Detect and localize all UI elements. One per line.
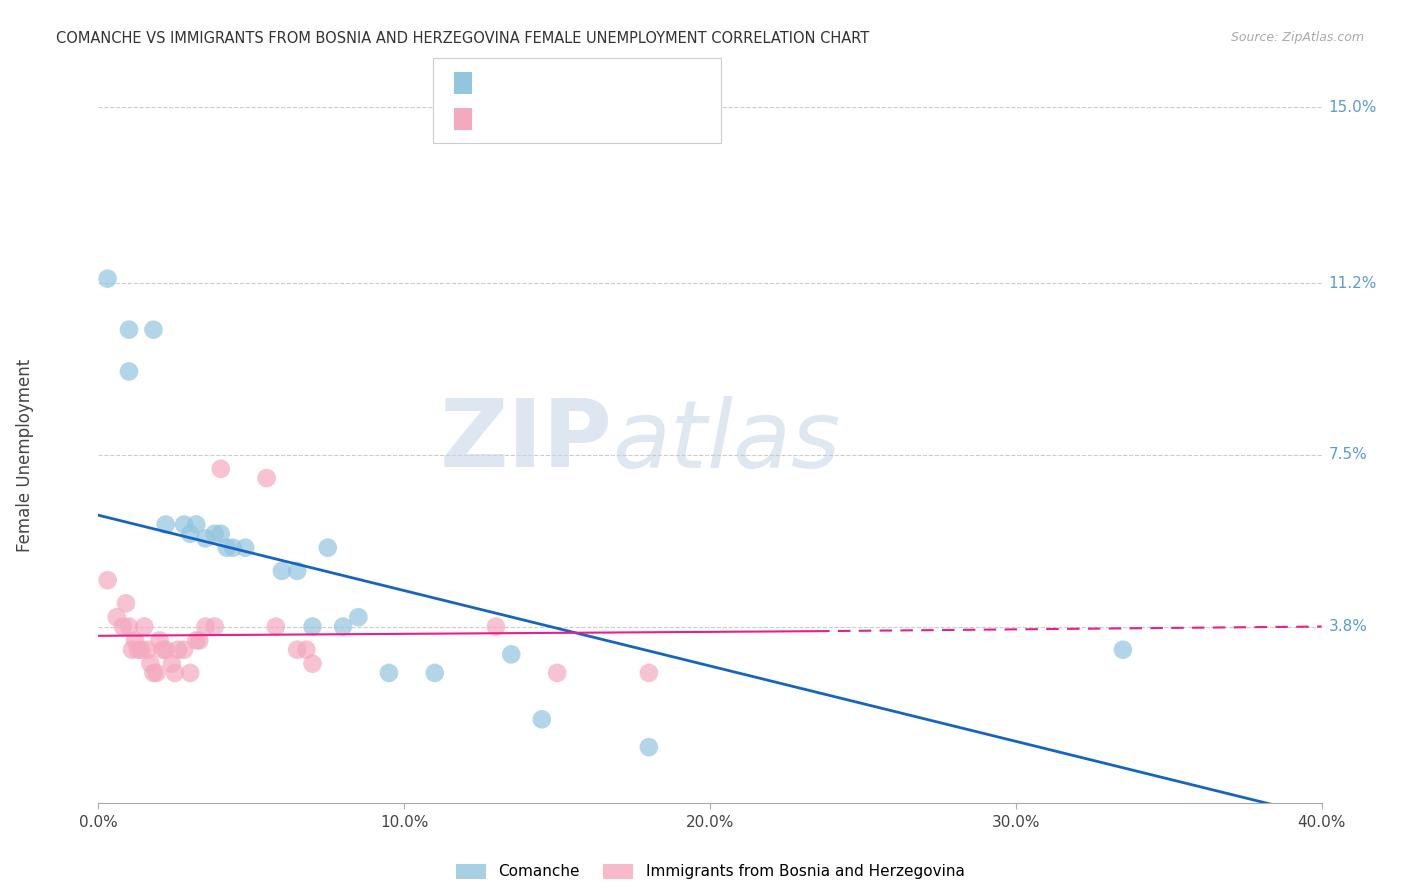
Point (485, 619, 508, 633)
Point (145, 665, 167, 680)
Point (215, 541, 238, 555)
Point (134, 619, 156, 633)
Text: Source: ZipAtlas.com: Source: ZipAtlas.com (1230, 31, 1364, 45)
Legend: Comanche, Immigrants from Bosnia and Herzegovina: Comanche, Immigrants from Bosnia and Her… (450, 857, 970, 886)
Point (204, 526, 226, 541)
Point (530, 712, 553, 726)
Point (136, 642, 159, 657)
Point (1112, 642, 1135, 657)
Text: R = -0.408: R = -0.408 (482, 75, 564, 90)
Point (118, 364, 141, 378)
Point (316, 541, 339, 555)
Point (637, 740, 661, 755)
Point (129, 642, 152, 657)
Point (256, 471, 278, 485)
Point (332, 619, 354, 633)
Point (105, 610, 128, 624)
Point (194, 619, 217, 633)
Point (264, 619, 287, 633)
Point (204, 619, 226, 633)
Point (163, 665, 186, 680)
Point (546, 665, 568, 680)
Text: ZIP: ZIP (439, 395, 612, 487)
Point (160, 657, 183, 671)
Point (121, 642, 143, 657)
Text: 3.8%: 3.8% (1329, 619, 1368, 634)
Point (152, 642, 174, 657)
Point (97, 573, 120, 587)
Point (142, 323, 165, 337)
Point (127, 642, 149, 657)
Point (301, 619, 323, 633)
Point (285, 564, 308, 578)
Point (186, 633, 208, 648)
Text: COMANCHE VS IMMIGRANTS FROM BOSNIA AND HERZEGOVINA FEMALE UNEMPLOYMENT CORRELATI: COMANCHE VS IMMIGRANTS FROM BOSNIA AND H… (56, 31, 869, 46)
Point (501, 648, 523, 662)
Point (173, 517, 195, 532)
Point (149, 633, 172, 648)
Point (378, 665, 401, 680)
Point (347, 610, 370, 624)
Point (179, 526, 201, 541)
Point (142, 665, 165, 680)
Point (173, 642, 195, 657)
Point (155, 517, 177, 532)
Point (209, 526, 232, 541)
Point (423, 665, 446, 680)
Point (167, 642, 190, 657)
Text: N = 35: N = 35 (602, 112, 655, 127)
Point (637, 665, 661, 680)
Point (270, 564, 292, 578)
Text: 15.0%: 15.0% (1329, 100, 1376, 114)
Point (285, 642, 308, 657)
Point (188, 633, 211, 648)
Point (139, 657, 162, 671)
Point (97, 271, 120, 285)
Text: 7.5%: 7.5% (1329, 448, 1368, 462)
Point (118, 323, 141, 337)
Point (209, 462, 232, 476)
Point (301, 657, 323, 671)
Point (124, 633, 146, 648)
Text: R = -0.015: R = -0.015 (482, 112, 564, 127)
Point (222, 541, 245, 555)
Text: Female Unemployment: Female Unemployment (17, 359, 34, 551)
Point (186, 517, 208, 532)
Point (115, 596, 138, 610)
Text: atlas: atlas (612, 395, 841, 486)
Point (194, 532, 217, 546)
Text: 11.2%: 11.2% (1329, 276, 1376, 291)
Point (111, 619, 134, 633)
Point (233, 541, 256, 555)
Point (155, 642, 177, 657)
Point (295, 642, 318, 657)
Point (118, 619, 141, 633)
Point (179, 665, 201, 680)
Text: N = 26: N = 26 (602, 75, 655, 90)
